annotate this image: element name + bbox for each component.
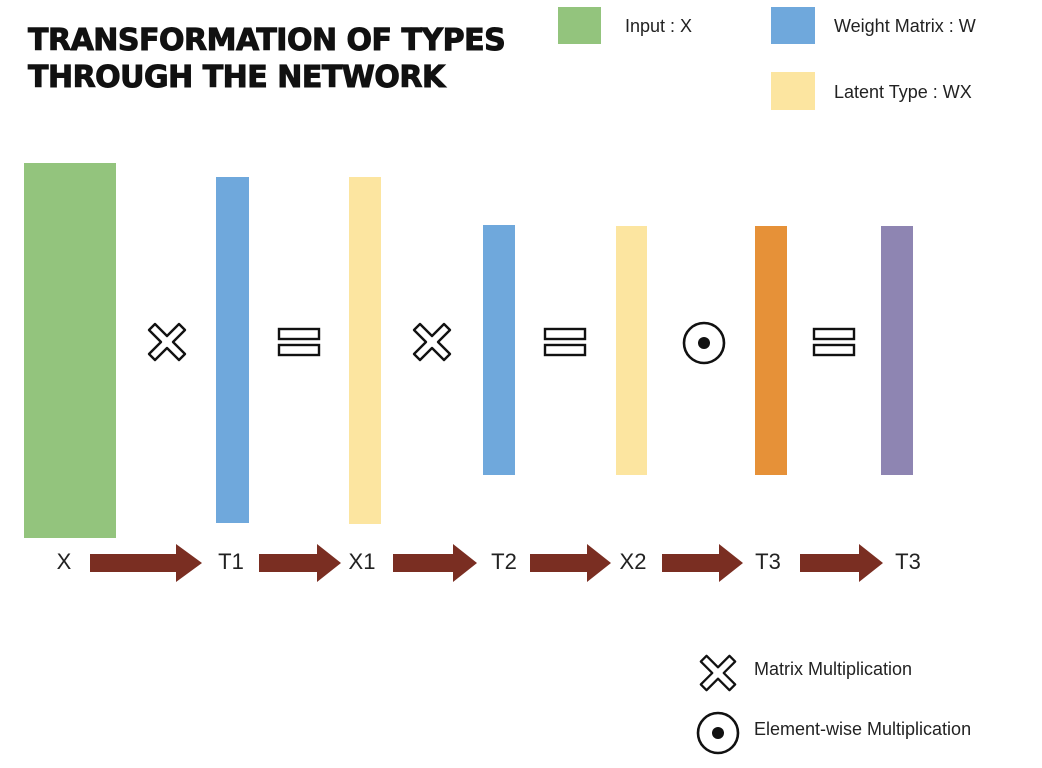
elementwise-multiply-icon bbox=[695, 710, 741, 756]
equals-icon bbox=[543, 327, 587, 357]
flow-label-t3-final: T3 bbox=[895, 549, 921, 574]
elementwise-multiply-icon bbox=[681, 320, 727, 366]
flow-arrow bbox=[90, 544, 202, 582]
legend-label-latent: Latent Type : WX bbox=[834, 82, 972, 102]
bar-t3-orange bbox=[755, 226, 787, 475]
title-line-1: TRANSFORMATION OF TYPES bbox=[27, 23, 506, 59]
flow-label-x: X bbox=[56, 549, 72, 574]
legend-swatch-input bbox=[558, 7, 601, 44]
flow-label-x1: X1 bbox=[348, 549, 376, 574]
legend-swatch-weight bbox=[771, 7, 815, 44]
legend-label-matrix-multiplication: Matrix Multiplication bbox=[754, 659, 913, 679]
equals-icon bbox=[812, 327, 856, 357]
bar-t3-purple bbox=[881, 226, 913, 475]
flow-label-t1: T1 bbox=[218, 549, 244, 574]
multiply-icon bbox=[145, 320, 189, 364]
equals-icon bbox=[277, 327, 321, 357]
flow-label-t3: T3 bbox=[755, 549, 781, 574]
bar-input-x bbox=[24, 163, 116, 538]
flow-label-t2: T2 bbox=[491, 549, 517, 574]
diagram-title: TRANSFORMATION OF TYPES THROUGH THE NETW… bbox=[27, 22, 506, 96]
bar-weight-w1 bbox=[216, 177, 249, 523]
flow-arrow bbox=[393, 544, 477, 582]
flow-arrow bbox=[530, 544, 611, 582]
title-line-2: THROUGH THE NETWORK bbox=[27, 60, 445, 96]
bar-latent-x1 bbox=[349, 177, 381, 524]
flow-arrow bbox=[259, 544, 341, 582]
multiply-icon bbox=[410, 320, 454, 364]
legend-swatch-latent bbox=[771, 72, 815, 110]
legend-label-elementwise-multiplication: Element-wise Multiplication bbox=[754, 719, 972, 739]
flow-arrow bbox=[800, 544, 883, 582]
bar-weight-w2 bbox=[483, 225, 515, 475]
multiply-icon bbox=[697, 652, 739, 694]
flow-label-x2: X2 bbox=[619, 549, 647, 574]
bar-latent-x2 bbox=[616, 226, 647, 475]
legend-label-weight: Weight Matrix : W bbox=[834, 16, 976, 36]
flow-arrow bbox=[662, 544, 743, 582]
legend-label-input: Input : X bbox=[625, 16, 693, 36]
